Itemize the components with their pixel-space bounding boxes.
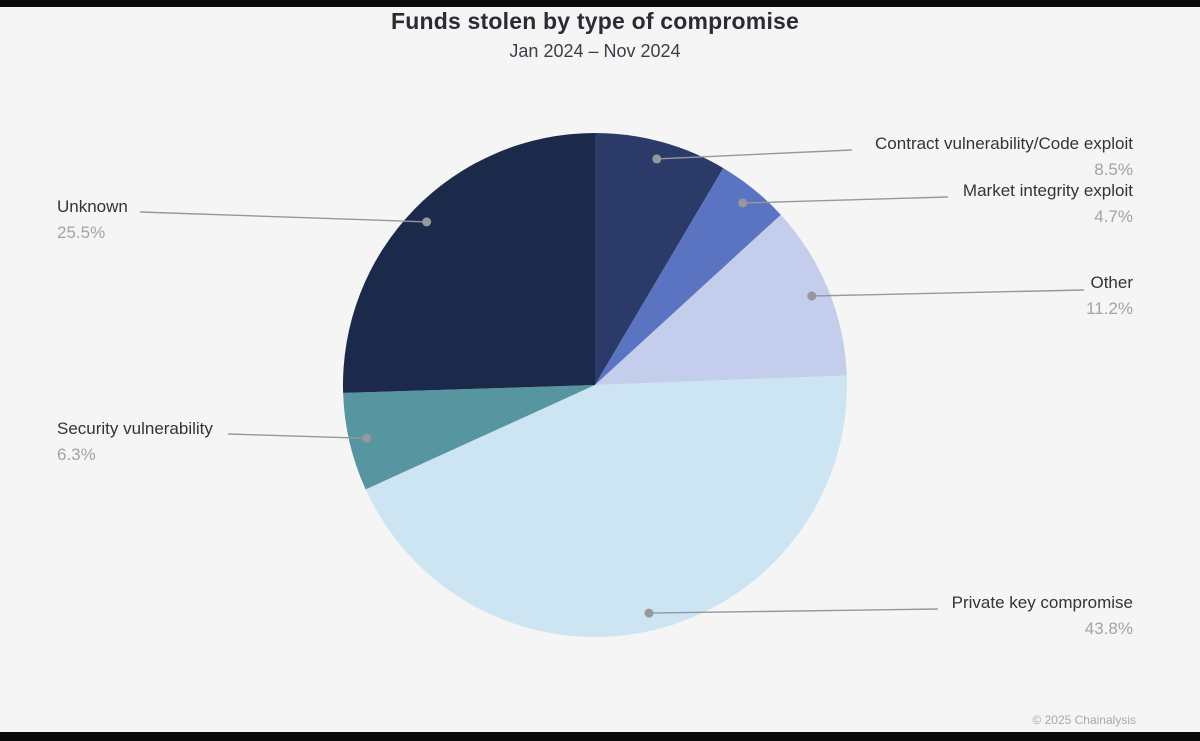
slice-percent-contract-vulnerability: 8.5% (1094, 160, 1133, 179)
slice-percent-other: 11.2% (1086, 299, 1133, 318)
top-edge-bar (0, 0, 1200, 7)
pie-slice-5[interactable] (342, 133, 595, 393)
callout-unknown: Unknown 25.5% (57, 194, 128, 246)
callout-contract-vulnerability: Contract vulnerability/Code exploit 8.5% (875, 131, 1133, 183)
slice-percent-private-key: 43.8% (1084, 619, 1133, 638)
footer-credit: © 2025 Chainalysis (1032, 713, 1136, 727)
pie-slice-1[interactable] (595, 168, 781, 385)
slice-percent-market-integrity: 4.7% (1094, 207, 1133, 226)
slice-label-security-vulnerability: Security vulnerability (57, 419, 213, 438)
slice-percent-unknown: 25.5% (57, 223, 106, 242)
slice-label-market-integrity: Market integrity exploit (962, 181, 1133, 200)
slice-label-private-key: Private key compromise (951, 593, 1133, 612)
callout-security-vulnerability: Security vulnerability 6.3% (57, 416, 213, 468)
pie-svg (342, 133, 847, 638)
pie-slice-0[interactable] (595, 133, 724, 385)
callout-private-key: Private key compromise 43.8% (952, 590, 1133, 642)
slice-label-other: Other (1090, 273, 1133, 292)
callout-other: Other 11.2% (1086, 270, 1133, 322)
bottom-edge-bar (0, 732, 1200, 741)
chart-subtitle: Jan 2024 – Nov 2024 (509, 41, 681, 61)
slice-label-contract-vulnerability: Contract vulnerability/Code exploit (875, 134, 1133, 153)
chart-title: Funds stolen by type of compromise (390, 8, 800, 34)
slice-label-unknown: Unknown (57, 197, 128, 216)
pie-slice-2[interactable] (595, 214, 847, 385)
pie-chart (335, 125, 855, 645)
pie-slice-3[interactable] (365, 375, 847, 638)
callout-market-integrity: Market integrity exploit 4.7% (963, 178, 1133, 230)
pie-slice-4[interactable] (343, 385, 595, 490)
slice-percent-security-vulnerability: 6.3% (57, 445, 96, 464)
